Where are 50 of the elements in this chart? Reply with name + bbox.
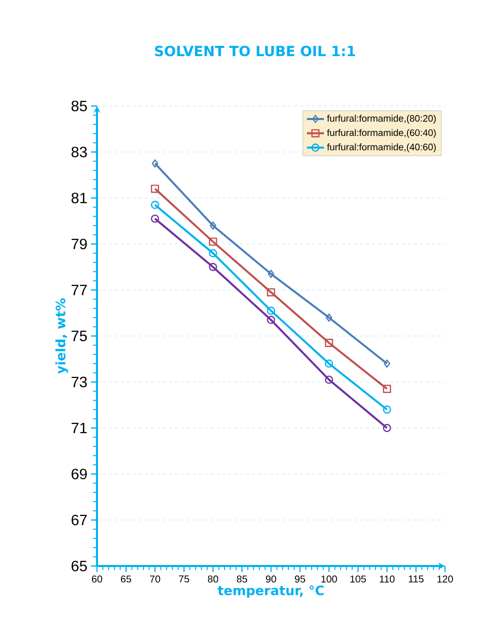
point: [382, 384, 392, 393]
x-tick-label: 80: [208, 576, 218, 583]
legend-label: furfural:formamide,(40:60): [327, 143, 436, 152]
y-tick-label: 81: [72, 192, 87, 204]
point: [150, 214, 160, 223]
point: [324, 360, 334, 368]
point: [210, 222, 216, 230]
point: [266, 316, 276, 324]
x-tick-label: 105: [350, 576, 366, 583]
y-axis-title: yield, wt%: [55, 298, 68, 374]
x-tick-label: 60: [92, 576, 102, 583]
point: [152, 159, 158, 168]
x-tick-label: 100: [321, 576, 337, 583]
point: [382, 406, 392, 414]
point: [208, 249, 218, 258]
point: [324, 376, 334, 384]
y-tick-label: 83: [72, 146, 87, 158]
point: [268, 270, 274, 278]
x-axis-title: temperatur, °C: [218, 585, 324, 598]
x-tick-label: 65: [120, 576, 132, 583]
y-tick-label: 71: [72, 422, 87, 434]
y-tick-label: 65: [72, 560, 87, 572]
point: [384, 360, 390, 368]
y-tick-label: 75: [72, 330, 87, 342]
point: [150, 184, 160, 193]
x-tick-label: 70: [150, 576, 160, 583]
y-tick-label: 85: [72, 100, 87, 112]
x-tick-label: 90: [266, 576, 276, 583]
x-tick-label: 95: [294, 576, 306, 583]
point: [208, 238, 218, 246]
y-tick-label: 79: [72, 238, 87, 250]
point: [150, 200, 160, 209]
y-tick-label: 77: [72, 284, 87, 296]
x-tick-label: 85: [236, 576, 248, 583]
chart-title: SOLVENT TO LUBE OIL 1:1: [155, 46, 356, 56]
point: [326, 314, 332, 322]
legend-label: furfural:formamide,(60:40): [327, 129, 436, 138]
legend-label: furfural:formamide,(80:20): [327, 114, 436, 124]
x-tick-label: 75: [178, 575, 190, 582]
x-tick-label: 115: [408, 575, 424, 582]
x-tick-label: 120: [437, 576, 453, 583]
point: [266, 306, 276, 315]
point: [208, 262, 218, 272]
point: [324, 338, 334, 347]
y-tick-label: 73: [72, 376, 87, 388]
point: [382, 424, 392, 432]
point: [266, 288, 276, 296]
y-tick-label: 67: [72, 514, 87, 526]
x-tick-label: 110: [380, 576, 395, 583]
y-tick-label: 69: [72, 468, 87, 480]
